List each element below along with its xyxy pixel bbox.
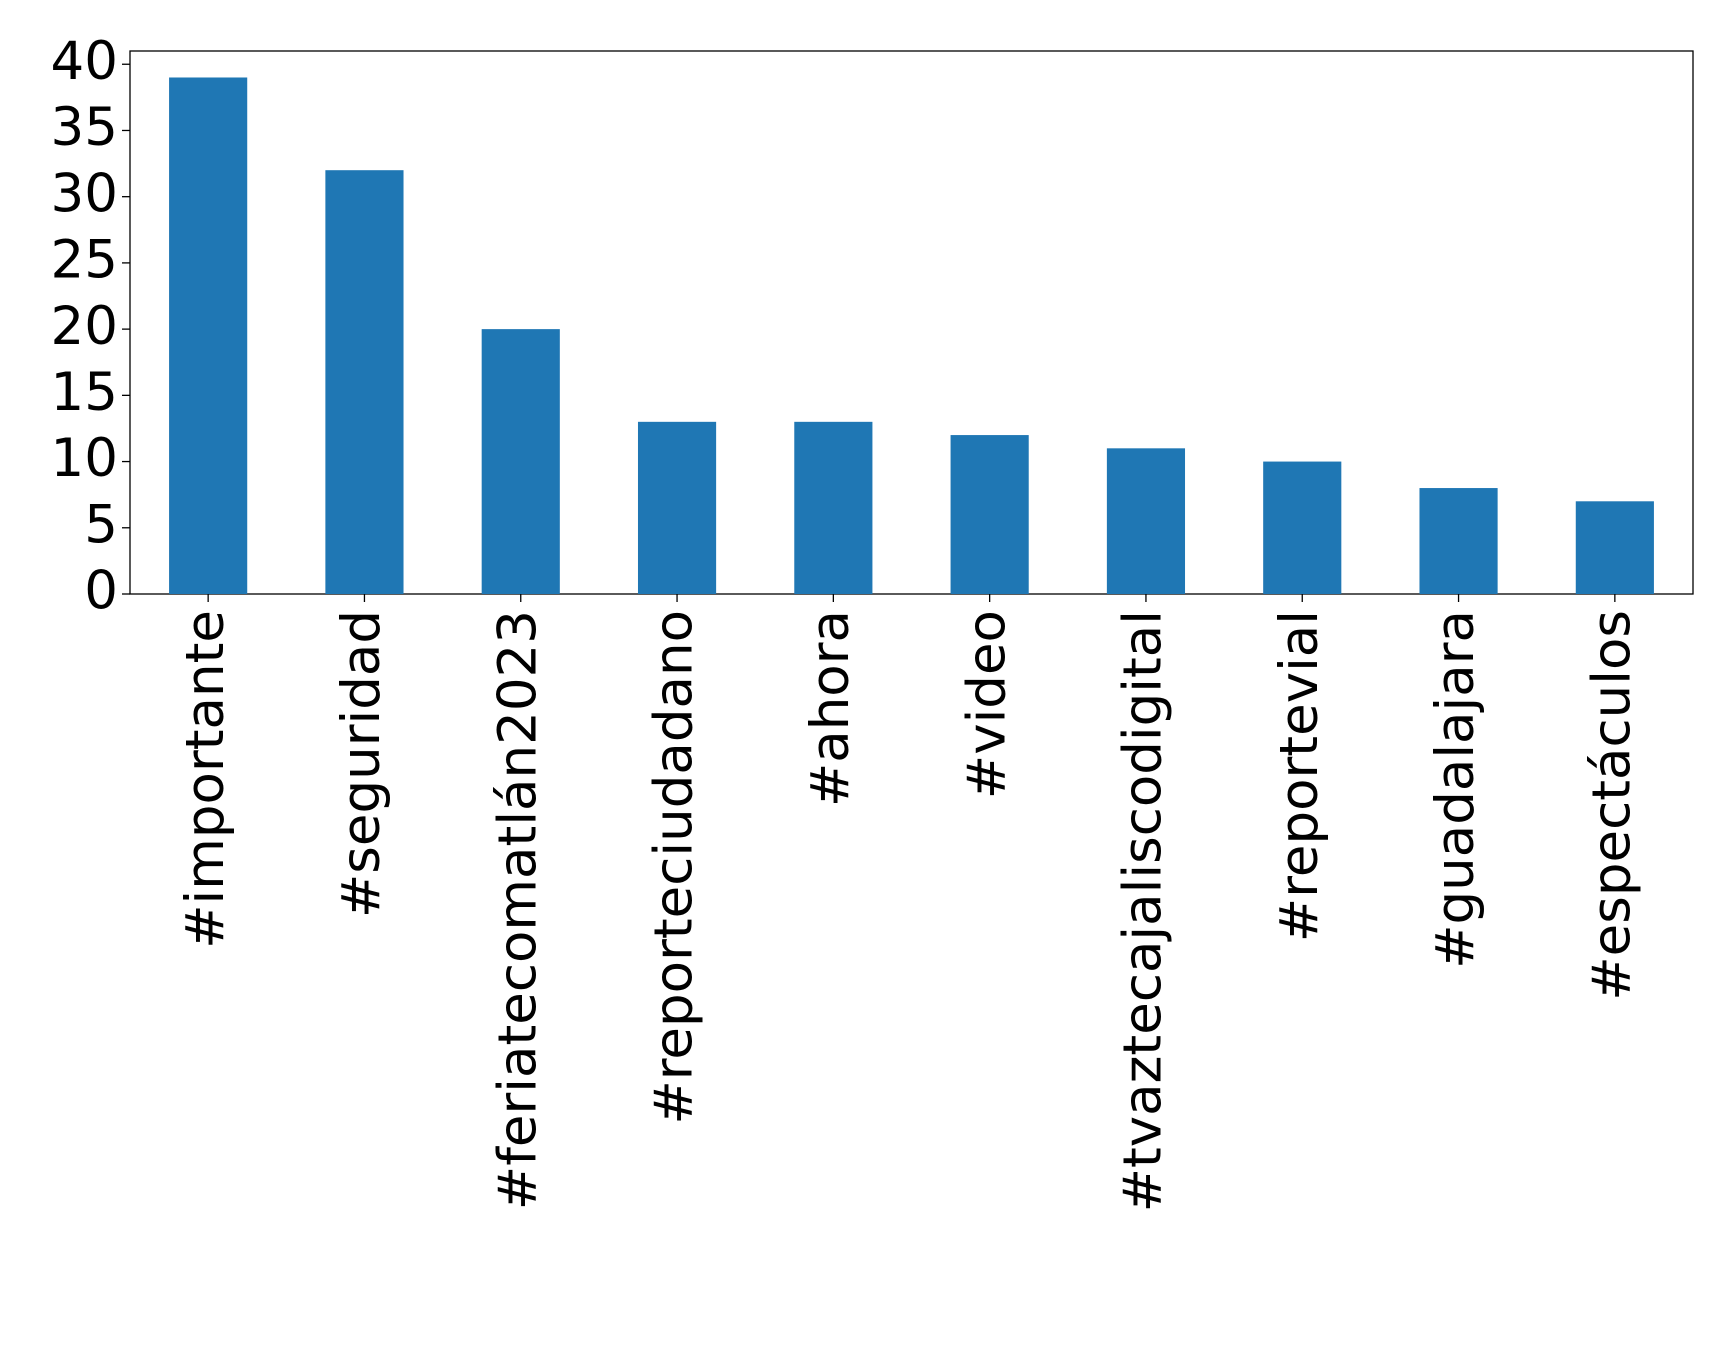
x-tick-label: #importante — [175, 610, 236, 949]
y-tick-label: 35 — [51, 97, 118, 158]
x-tick-label: #feriatecomatlán2023 — [487, 610, 548, 1210]
x-tick-label: #reporteciudadano — [644, 610, 705, 1125]
bar — [1106, 448, 1186, 594]
x-tick-label: #seguridad — [331, 610, 392, 918]
x-tick-label: #ahora — [800, 610, 861, 807]
y-tick-label: 40 — [51, 31, 118, 92]
x-tick-label: #tvaztecajaliscodigital — [1113, 610, 1174, 1212]
y-tick-label: 15 — [51, 362, 118, 423]
bar — [637, 421, 717, 594]
bar — [1575, 501, 1654, 594]
x-tick-label: #video — [956, 610, 1017, 799]
bar — [1263, 461, 1342, 594]
y-tick-label: 20 — [51, 296, 118, 357]
x-tick-label: #reportevial — [1269, 610, 1330, 942]
y-tick-label: 10 — [51, 428, 118, 489]
bar — [950, 435, 1029, 594]
bar — [169, 77, 248, 595]
bar — [1419, 488, 1498, 594]
plot-frame — [129, 50, 1694, 595]
bar — [481, 329, 560, 594]
x-tick-label: #espectáculos — [1581, 610, 1642, 1001]
y-tick-label: 0 — [84, 561, 118, 622]
x-tick-label: #guadalajara — [1425, 610, 1486, 969]
bar — [325, 170, 404, 594]
bar — [794, 421, 873, 594]
y-tick-label: 5 — [84, 494, 118, 555]
y-tick-label: 25 — [51, 230, 118, 291]
y-tick-label: 30 — [51, 163, 118, 224]
